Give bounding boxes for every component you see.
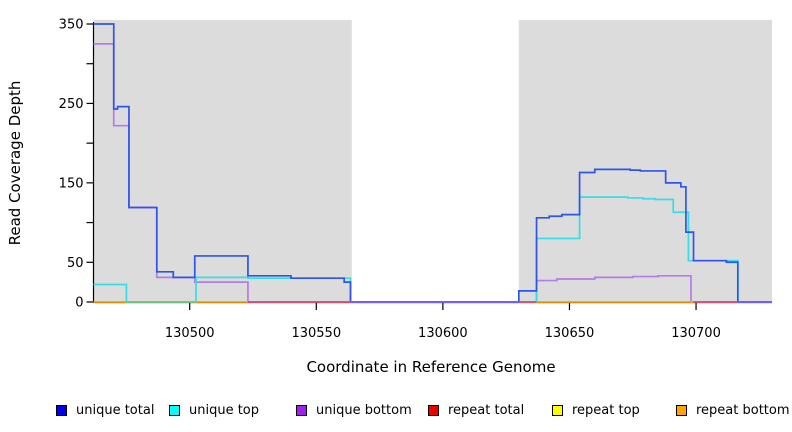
y-tick-label: 150 [59, 176, 84, 191]
x-tick-label: 130600 [418, 326, 468, 341]
y-tick-label: 250 [59, 97, 84, 112]
legend-label: unique total [76, 402, 155, 418]
legend-label: repeat bottom [696, 402, 790, 418]
legend-swatch-repeat-top [552, 404, 563, 416]
x-axis-label: Coordinate in Reference Genome [306, 358, 555, 376]
shaded-region [93, 20, 352, 303]
legend-item-unique-total: unique total [56, 401, 154, 419]
y-tick-label: 0 [75, 296, 83, 311]
shaded-region [518, 20, 772, 303]
legend-swatch-unique-bottom [296, 404, 307, 416]
x-tick-label: 130500 [165, 326, 215, 341]
legend-item-repeat-bottom: repeat bottom [676, 401, 790, 419]
legend-item-unique-top: unique top [169, 401, 259, 419]
legend-swatch-repeat-bottom [676, 404, 687, 416]
legend-swatch-unique-top [169, 404, 180, 416]
legend-label: unique top [189, 402, 260, 418]
coverage-chart: 0 50 150 250 350 130500 130550 130600 130650 1307… [6, 18, 772, 376]
x-tick-label: 130650 [545, 326, 595, 341]
legend-item-repeat-top: repeat top [552, 401, 640, 419]
legend-swatch-unique-total [56, 404, 67, 416]
legend-label: unique bottom [316, 402, 412, 418]
legend-label: repeat total [448, 402, 525, 418]
series-unique-total [93, 23, 772, 303]
y-tick-label: 50 [67, 256, 84, 271]
y-axis-label: Read Coverage Depth [6, 81, 24, 246]
x-tick-label: 130700 [671, 326, 721, 341]
chart-legend: unique total unique top unique bottom repea… [0, 401, 792, 421]
legend-item-repeat-total: repeat total [428, 401, 524, 419]
legend-swatch-repeat-total [428, 404, 439, 416]
legend-item-unique-bottom: unique bottom [296, 401, 412, 419]
y-tick-label: 350 [59, 18, 84, 33]
legend-label: repeat top [572, 402, 640, 418]
x-tick-label: 130550 [291, 326, 341, 341]
